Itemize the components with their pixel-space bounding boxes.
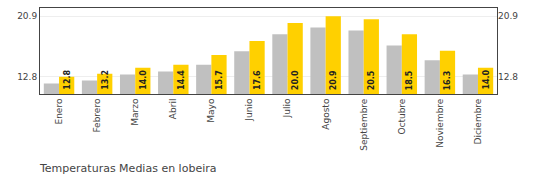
svg-text:20.0: 20.0 xyxy=(291,70,300,90)
svg-text:14.0: 14.0 xyxy=(139,70,148,90)
svg-text:12.8: 12.8 xyxy=(17,72,37,82)
svg-text:Agosto: Agosto xyxy=(321,98,331,130)
svg-text:Septiembre: Septiembre xyxy=(359,98,369,151)
svg-text:16.3: 16.3 xyxy=(443,71,452,91)
svg-text:Julio: Julio xyxy=(282,98,292,118)
svg-text:Temperaturas Medias en lobeira: Temperaturas Medias en lobeira xyxy=(39,162,216,174)
svg-text:13.2: 13.2 xyxy=(101,70,110,90)
svg-text:Abril: Abril xyxy=(168,99,178,120)
svg-text:20.5: 20.5 xyxy=(367,70,376,90)
svg-text:Enero: Enero xyxy=(54,98,64,124)
svg-text:12.8: 12.8 xyxy=(498,72,518,82)
svg-text:Junio: Junio xyxy=(244,98,254,122)
svg-text:18.5: 18.5 xyxy=(405,70,414,90)
svg-text:Mayo: Mayo xyxy=(206,98,216,123)
svg-text:17.6: 17.6 xyxy=(253,70,262,90)
svg-text:14.4: 14.4 xyxy=(177,70,186,90)
svg-text:20.9: 20.9 xyxy=(329,70,338,90)
svg-text:20.9: 20.9 xyxy=(17,11,37,21)
svg-text:14.0: 14.0 xyxy=(482,69,491,89)
svg-text:15.7: 15.7 xyxy=(215,70,224,90)
svg-text:20.9: 20.9 xyxy=(498,11,518,21)
svg-text:12.8: 12.8 xyxy=(63,69,72,89)
svg-text:Marzo: Marzo xyxy=(130,98,140,126)
svg-text:Febrero: Febrero xyxy=(92,98,102,132)
svg-text:Diciembre: Diciembre xyxy=(473,98,483,144)
svg-text:Noviembre: Noviembre xyxy=(435,98,445,148)
svg-text:Octubre: Octubre xyxy=(397,98,407,134)
